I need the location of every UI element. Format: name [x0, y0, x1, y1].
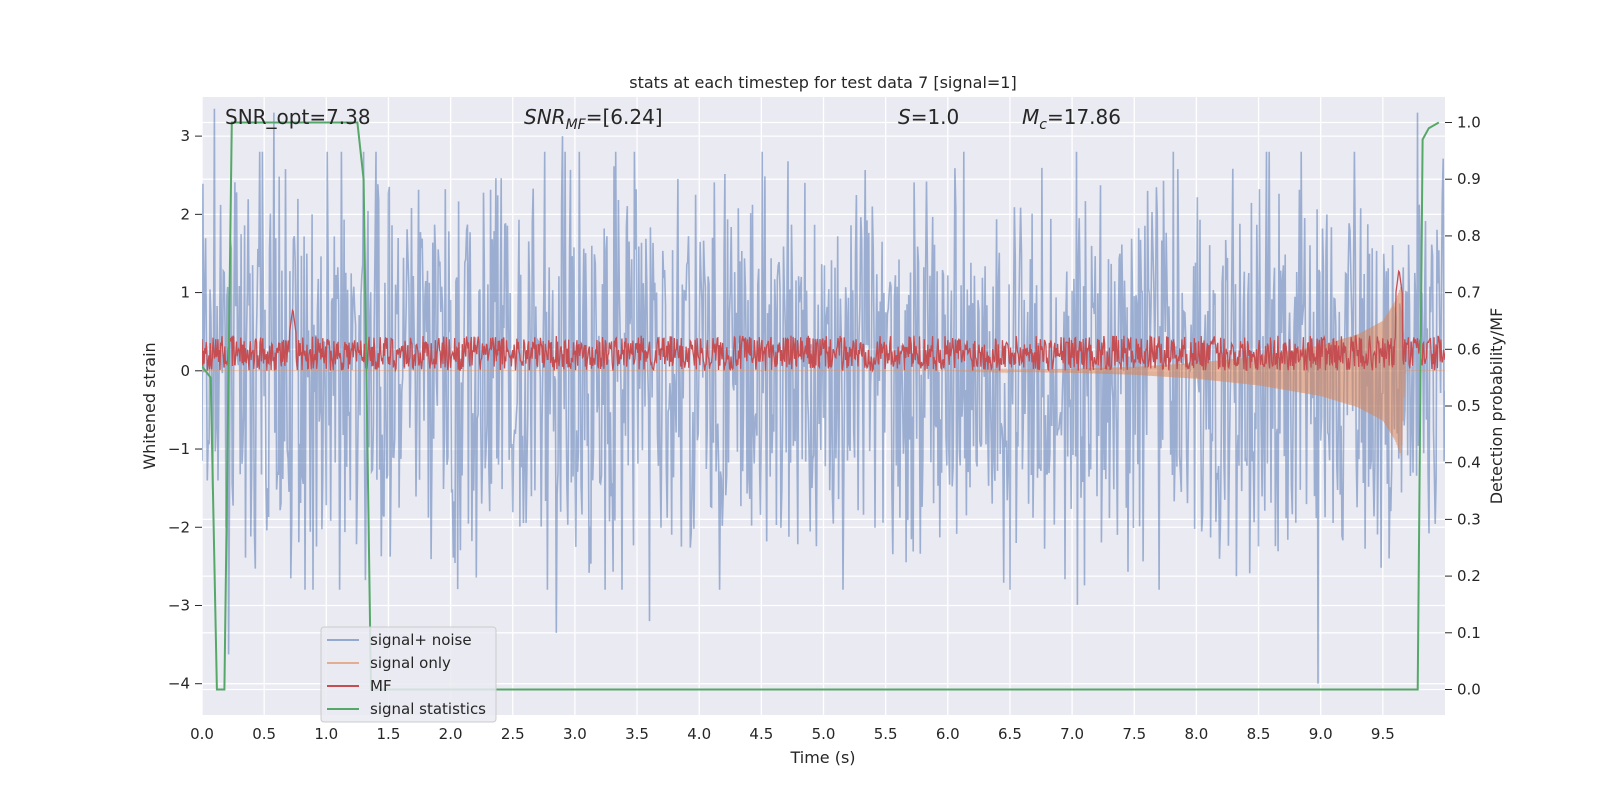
- x-tick-label: 2.5: [501, 725, 525, 743]
- x-tick-label: 0.5: [252, 725, 276, 743]
- y-tick-label: 1: [180, 284, 190, 302]
- x-tick-label: 5.0: [812, 725, 836, 743]
- y-tick-label: −3: [168, 596, 190, 614]
- y-tick-label: −2: [168, 518, 190, 536]
- y2-tick-label: 0.4: [1457, 454, 1481, 472]
- y2-tick-label: 0.5: [1457, 397, 1481, 415]
- x-tick-label: 3.0: [563, 725, 587, 743]
- legend-label-mf: MF: [370, 677, 392, 695]
- annotation-snr-mf-label: SNR: [524, 105, 566, 129]
- legend-box: [320, 626, 497, 723]
- y2-tick-label: 1.0: [1457, 114, 1481, 132]
- legend-entry-signal-statistics: signal statistics: [327, 700, 486, 718]
- annotation-s-label: S: [898, 105, 911, 129]
- y-tick-label: −1: [168, 440, 190, 458]
- legend-entry-signal-noise: signal+ noise: [327, 631, 472, 649]
- annotation-mc-sub: c: [1039, 117, 1047, 133]
- x-tick-label: 6.0: [936, 725, 960, 743]
- y-tick-label: −4: [168, 675, 190, 693]
- x-tick-label: 2.0: [439, 725, 463, 743]
- annotation-snr-mf-value: =[6.24]: [586, 105, 663, 129]
- legend-label-signal-noise: signal+ noise: [370, 631, 472, 649]
- x-axis-label: Time (s): [789, 748, 855, 767]
- x-tick-label: 8.5: [1247, 725, 1271, 743]
- y2-tick-label: 0.6: [1457, 340, 1481, 358]
- x-tick-label: 3.5: [625, 725, 649, 743]
- x-tick-label: 0.0: [190, 725, 214, 743]
- y2-axis-label: Detection probability/MF: [1487, 308, 1506, 505]
- y2-tick-label: 0.3: [1457, 510, 1481, 528]
- x-tick-label: 9.5: [1371, 725, 1395, 743]
- legend-label-signal-statistics: signal statistics: [370, 700, 486, 718]
- y-axis-label: Whitened strain: [140, 342, 159, 469]
- annotation-snr-mf: SNRMF=[6.24]: [524, 105, 663, 133]
- annotation-s: S=1.0: [898, 105, 959, 129]
- legend-entry-signal-only: signal only: [327, 654, 451, 672]
- annotation-mc: Mc=17.86: [1022, 105, 1121, 133]
- y-tick-label: 3: [180, 127, 190, 145]
- series-signal-statistics-line: [202, 121, 1440, 691]
- x-tick-label: 1.5: [377, 725, 401, 743]
- y2-tick-label: 0.7: [1457, 284, 1481, 302]
- x-tick-label: 7.0: [1060, 725, 1084, 743]
- legend-label-signal-only: signal only: [370, 654, 451, 672]
- x-tick-label: 1.0: [314, 725, 338, 743]
- legend: signal+ noise signal only MF signal stat…: [320, 626, 497, 723]
- plot-area: [202, 108, 1445, 691]
- x-axis-ticks: 0.0 0.5 1.0 1.5 2.0 2.5 3.0 3.5 4.0 4.5 5.0 5.5 6.0 6…: [190, 725, 1395, 743]
- annotation-mc-label: M: [1022, 105, 1039, 129]
- y2-tick-label: 0.0: [1457, 680, 1481, 698]
- annotation-snr-mf-sub: MF: [566, 117, 587, 133]
- x-tick-label: 5.5: [874, 725, 898, 743]
- y2-axis-ticks: 0.0 0.1 0.2 0.3 0.4 0.5 0.6 0.7 0.8 0.9 1.0: [1445, 114, 1481, 698]
- y2-tick-label: 0.8: [1457, 227, 1481, 245]
- annotations: SNR_opt=7.38 SNRMF=[6.24] S=1.0 Mc=17.86: [225, 105, 1121, 133]
- legend-entry-mf: MF: [327, 677, 392, 695]
- annotation-snr-opt: SNR_opt=7.38: [225, 105, 371, 129]
- y2-tick-label: 0.1: [1457, 624, 1481, 642]
- series-layer: [202, 108, 1445, 691]
- y-axis-ticks: −4 −3 −2 −1 0 1 2 3: [168, 127, 202, 693]
- series-mf-line: [202, 269, 1445, 373]
- chart-title: stats at each timestep for test data 7 […: [629, 73, 1016, 92]
- x-tick-label: 6.5: [998, 725, 1022, 743]
- x-tick-label: 8.0: [1184, 725, 1208, 743]
- x-tick-label: 4.0: [687, 725, 711, 743]
- y2-tick-label: 0.2: [1457, 567, 1481, 585]
- y-tick-label: 0: [180, 362, 190, 380]
- series-signal-noise-line: [202, 108, 1445, 684]
- y2-tick-label: 0.9: [1457, 170, 1481, 188]
- y-tick-label: 2: [180, 205, 190, 223]
- x-tick-label: 7.5: [1122, 725, 1146, 743]
- x-tick-label: 9.0: [1309, 725, 1333, 743]
- annotation-s-value: =1.0: [911, 105, 960, 129]
- x-tick-label: 4.5: [749, 725, 773, 743]
- annotation-mc-value: =17.86: [1047, 105, 1121, 129]
